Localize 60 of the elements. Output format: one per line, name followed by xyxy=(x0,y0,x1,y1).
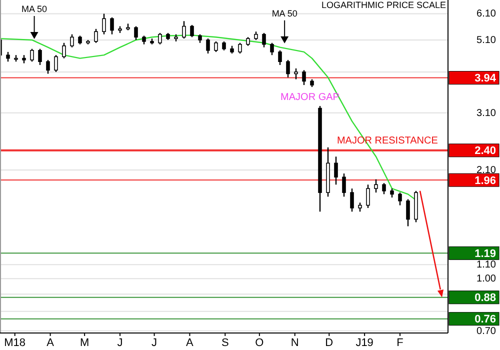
candlestick xyxy=(190,24,194,38)
ref-line-label: 0.76 xyxy=(474,314,496,326)
candlestick xyxy=(374,178,378,194)
x-tick-label: M xyxy=(80,337,90,349)
candlestick xyxy=(158,32,162,45)
x-tick-label: D xyxy=(325,337,334,349)
annotation: MA 50 xyxy=(22,4,48,14)
candlestick xyxy=(30,48,34,62)
candlestick xyxy=(334,156,338,186)
candlestick xyxy=(406,198,410,227)
ref-line-label: 0.88 xyxy=(474,292,496,304)
annotation: LOGARITHMIC PRICE SCALE xyxy=(321,0,446,10)
candlestick xyxy=(102,13,106,35)
candlestick xyxy=(54,54,58,73)
candlestick xyxy=(382,182,386,195)
y-tick-label: 0.70 xyxy=(476,326,496,337)
candlestick xyxy=(262,32,266,48)
x-tick-label: M18 xyxy=(4,337,26,349)
x-tick-label: J xyxy=(117,337,123,349)
y-tick-label: 6.10 xyxy=(476,8,496,20)
annotation: MAJOR GAP xyxy=(280,92,340,103)
candlestick xyxy=(238,42,242,54)
candlestick xyxy=(6,51,10,62)
candlestick xyxy=(350,188,354,212)
x-tick-label: S xyxy=(221,337,229,349)
candlestick xyxy=(38,48,42,66)
candlestick xyxy=(206,38,210,54)
candlestick xyxy=(270,42,274,56)
candlestick xyxy=(134,26,138,41)
candlestick xyxy=(182,20,186,40)
candlestick xyxy=(294,68,298,80)
x-tick-label: N xyxy=(290,337,299,349)
candlestick xyxy=(94,28,98,44)
candlestick xyxy=(366,184,370,209)
y-tick-label: 3.10 xyxy=(476,108,496,119)
y-tick-label: 1.00 xyxy=(476,274,496,285)
y-tick-label: 5.10 xyxy=(476,34,496,46)
ref-line-label: 2.40 xyxy=(474,145,496,158)
candlestick xyxy=(62,42,66,59)
annotation: MA 50 xyxy=(272,8,298,18)
candlestick xyxy=(110,16,114,35)
candlestick xyxy=(286,59,290,78)
candlestick xyxy=(302,70,306,86)
ref-line-label: 1.96 xyxy=(474,174,496,187)
x-tick-label: J xyxy=(152,337,158,349)
x-tick-label: O xyxy=(255,337,264,349)
y-tick-label: 1.10 xyxy=(476,260,496,271)
x-tick-label: J19 xyxy=(356,337,374,349)
candlestick xyxy=(214,40,218,53)
x-tick-label: A xyxy=(46,337,55,349)
x-tick-label: A xyxy=(186,337,194,349)
candlestick xyxy=(398,192,402,206)
candlestick xyxy=(278,50,282,66)
ref-line-label: 1.19 xyxy=(474,248,496,260)
candlestick xyxy=(70,34,74,48)
y-tick-label: 2.10 xyxy=(476,164,496,176)
x-tick-label: F xyxy=(396,337,404,349)
candlestick xyxy=(46,59,50,74)
ref-line-label: 3.94 xyxy=(474,72,497,85)
candlestick xyxy=(342,172,346,198)
